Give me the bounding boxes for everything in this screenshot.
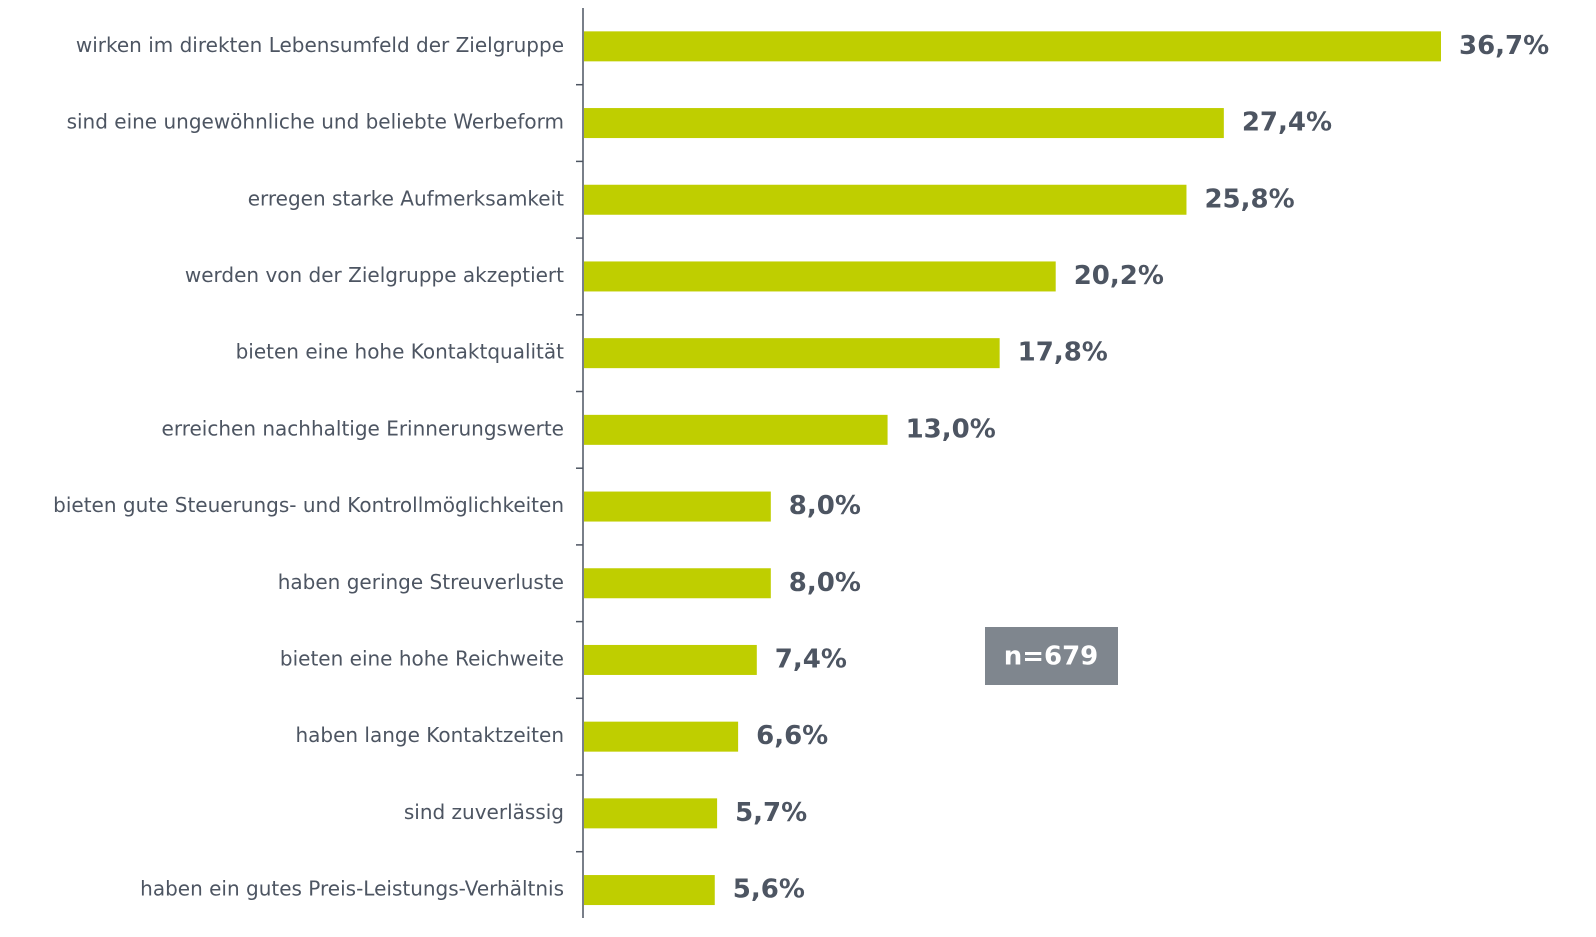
value-label: 7,4% [775,644,847,674]
category-label: haben lange Kontaktzeiten [295,723,564,747]
bar [584,644,757,675]
annotation-box [985,627,1118,685]
bar [584,31,1441,62]
value-label: 5,7% [735,798,807,828]
category-label: sind eine ungewöhnliche und beliebte Wer… [67,110,564,134]
value-label: 27,4% [1242,108,1332,138]
bar [584,184,1187,215]
value-label: 20,2% [1074,261,1164,291]
bar [584,721,739,752]
bar [584,261,1056,292]
bar [584,568,771,599]
category-label: wirken im direkten Lebensumfeld der Ziel… [76,33,564,57]
bar [584,491,771,522]
value-label: 8,0% [789,491,861,521]
value-label: 17,8% [1018,338,1108,368]
category-label: bieten eine hohe Kontaktqualität [236,340,565,364]
value-label: 8,0% [789,568,861,598]
bar [584,338,1000,369]
bar [584,414,888,445]
category-label: haben ein gutes Preis-Leistungs-Verhältn… [140,877,564,901]
category-label: werden von der Zielgruppe akzeptiert [185,263,564,287]
bar [584,875,715,906]
bar [584,798,718,829]
value-label: 6,6% [756,721,828,751]
value-label: 5,6% [733,875,805,905]
value-label: 36,7% [1459,31,1549,61]
bar [584,108,1224,139]
value-label: 13,0% [906,414,996,444]
annotation: n=679 [1004,642,1099,672]
category-label: sind zuverlässig [404,800,564,824]
category-label: erregen starke Aufmerksamkeit [248,186,564,210]
value-label: 25,8% [1204,184,1294,214]
category-label: haben geringe Streuverluste [278,570,564,594]
category-label: bieten eine hohe Reichweite [280,646,564,670]
category-label: erreichen nachhaltige Erinnerungswerte [162,416,564,440]
category-label: bieten gute Steuerungs- und Kontrollmögl… [53,493,564,517]
